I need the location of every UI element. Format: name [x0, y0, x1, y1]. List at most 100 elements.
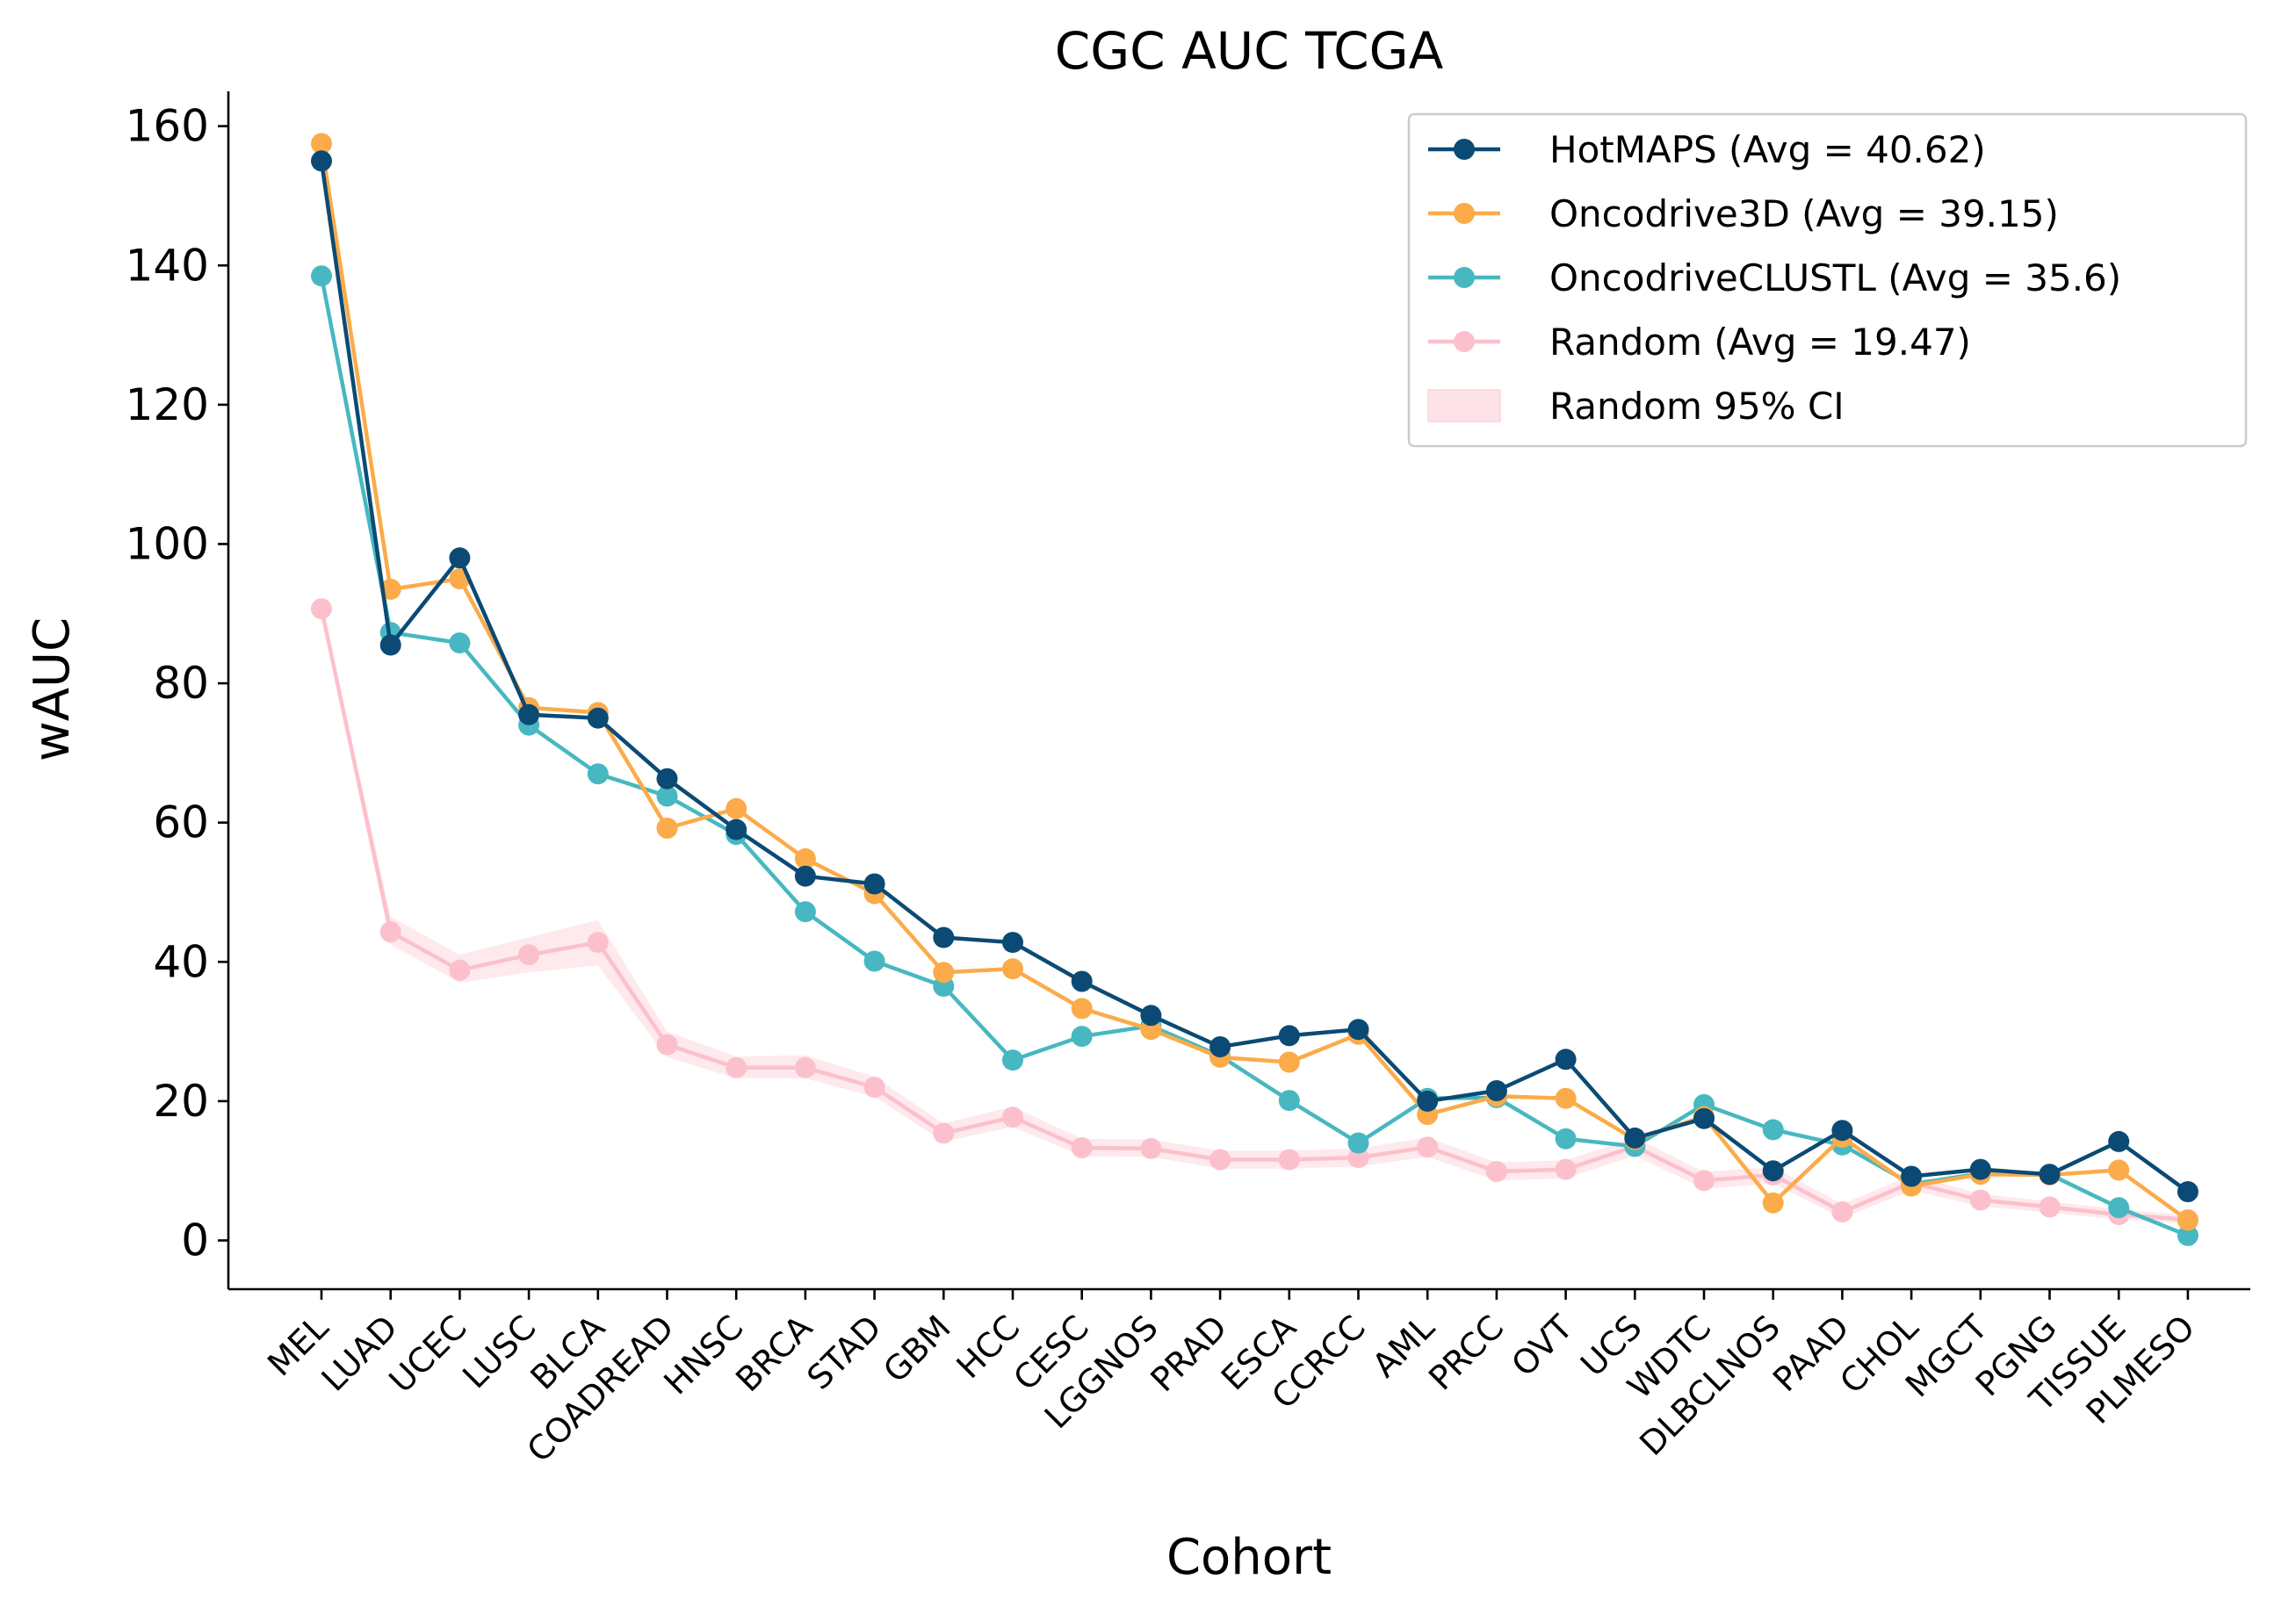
legend-label: Random 95% CI — [1549, 385, 1845, 428]
data-point — [1209, 1036, 1231, 1057]
data-point — [587, 763, 609, 785]
data-point — [1762, 1192, 1784, 1214]
legend-label: Random (Avg = 19.47) — [1549, 321, 1971, 364]
data-point — [311, 598, 332, 620]
data-point — [1071, 1137, 1093, 1158]
data-point — [1969, 1189, 1991, 1211]
legend-item: HotMAPS (Avg = 40.62) — [1428, 128, 1986, 171]
data-point — [1555, 1087, 1577, 1109]
data-point — [2108, 1197, 2130, 1219]
data-point — [1002, 1107, 1023, 1128]
data-point — [518, 703, 540, 725]
data-point — [2108, 1130, 2130, 1152]
x-axis-label: Cohort — [1166, 1529, 1332, 1586]
x-tick-label: GBM — [876, 1308, 958, 1390]
data-point — [656, 768, 678, 789]
data-point — [863, 950, 885, 972]
series-line — [319, 160, 2190, 1193]
data-point — [1347, 1132, 1369, 1154]
data-point — [1347, 1147, 1369, 1169]
data-point — [518, 944, 540, 966]
x-tick-label: MGCT — [1898, 1308, 1996, 1405]
data-point — [1209, 1149, 1231, 1171]
legend-band-swatch — [1427, 389, 1501, 422]
y-tick-label: 20 — [153, 1076, 209, 1127]
y-tick-label: 100 — [126, 518, 209, 569]
data-point — [1485, 1080, 1507, 1101]
y-axis-label: wAUC — [24, 617, 81, 761]
legend-item: Random 95% CI — [1427, 385, 1845, 428]
data-point — [726, 1056, 747, 1078]
legend-item: Random (Avg = 19.47) — [1428, 321, 1971, 364]
data-point — [863, 1077, 885, 1098]
data-point — [449, 959, 471, 981]
x-tick-label: LUAD — [314, 1308, 405, 1398]
data-point — [449, 632, 471, 654]
data-point — [933, 1122, 955, 1144]
data-point — [1002, 1049, 1023, 1071]
data-point — [2039, 1196, 2061, 1218]
data-point — [311, 150, 332, 172]
data-point — [587, 707, 609, 729]
x-tick-label: HNSC — [656, 1308, 750, 1402]
data-point — [933, 962, 955, 984]
data-point — [794, 865, 816, 887]
series-line — [319, 143, 2190, 1222]
legend-marker — [1454, 267, 1475, 288]
data-point — [1555, 1049, 1577, 1071]
legend-label: Oncodrive3D (Avg = 39.15) — [1549, 192, 2059, 235]
y-tick-label: 0 — [181, 1215, 209, 1265]
data-point — [1071, 970, 1093, 992]
data-point — [379, 634, 401, 656]
data-point — [863, 873, 885, 895]
data-point — [1278, 1090, 1300, 1112]
x-tick-label: PRAD — [1143, 1308, 1234, 1399]
y-tick-label: 80 — [153, 658, 209, 709]
data-point — [1762, 1160, 1784, 1182]
x-tick-label: BRCA — [728, 1308, 819, 1399]
legend-item: Oncodrive3D (Avg = 39.15) — [1428, 192, 2059, 235]
legend-label: HotMAPS (Avg = 40.62) — [1549, 128, 1986, 171]
data-point — [1969, 1158, 1991, 1180]
data-point — [1347, 1019, 1369, 1041]
data-point — [933, 926, 955, 948]
y-tick-label: 40 — [153, 936, 209, 987]
data-point — [1002, 958, 1023, 980]
series-line — [319, 608, 2189, 1222]
y-tick-label: 120 — [126, 379, 209, 430]
data-point — [726, 818, 747, 840]
data-point — [1693, 1107, 1715, 1129]
data-point — [2177, 1181, 2199, 1202]
data-point — [1831, 1120, 1853, 1142]
data-point — [1278, 1025, 1300, 1047]
legend-marker — [1454, 203, 1475, 224]
chart-title: CGC AUC TCGA — [1055, 21, 1444, 81]
x-tick-label: UCEC — [381, 1308, 473, 1400]
data-point — [2177, 1209, 2199, 1231]
data-point — [1140, 1005, 1162, 1027]
data-point — [794, 901, 816, 923]
legend-marker — [1454, 139, 1475, 160]
data-point — [1417, 1136, 1439, 1158]
data-point — [2039, 1164, 2061, 1186]
data-point — [726, 797, 747, 819]
data-point — [379, 921, 401, 943]
data-point — [1071, 998, 1093, 1020]
data-point — [1002, 932, 1023, 954]
data-point — [794, 847, 816, 869]
data-point — [1693, 1170, 1715, 1192]
data-point — [2108, 1159, 2130, 1181]
data-point — [656, 1034, 678, 1056]
data-point — [1901, 1165, 1923, 1187]
data-point — [1417, 1090, 1439, 1112]
x-tick-label: PRCC — [1421, 1308, 1511, 1397]
data-point — [1624, 1127, 1646, 1149]
data-point — [1071, 1026, 1093, 1048]
data-point — [1762, 1119, 1784, 1141]
random-ci-band — [321, 603, 2188, 1224]
legend-label: OncodriveCLUSTL (Avg = 35.6) — [1549, 256, 2121, 299]
series-line — [319, 275, 2189, 1237]
legend: HotMAPS (Avg = 40.62) Oncodrive3D (Avg = … — [1407, 112, 2248, 448]
data-point — [311, 133, 332, 155]
